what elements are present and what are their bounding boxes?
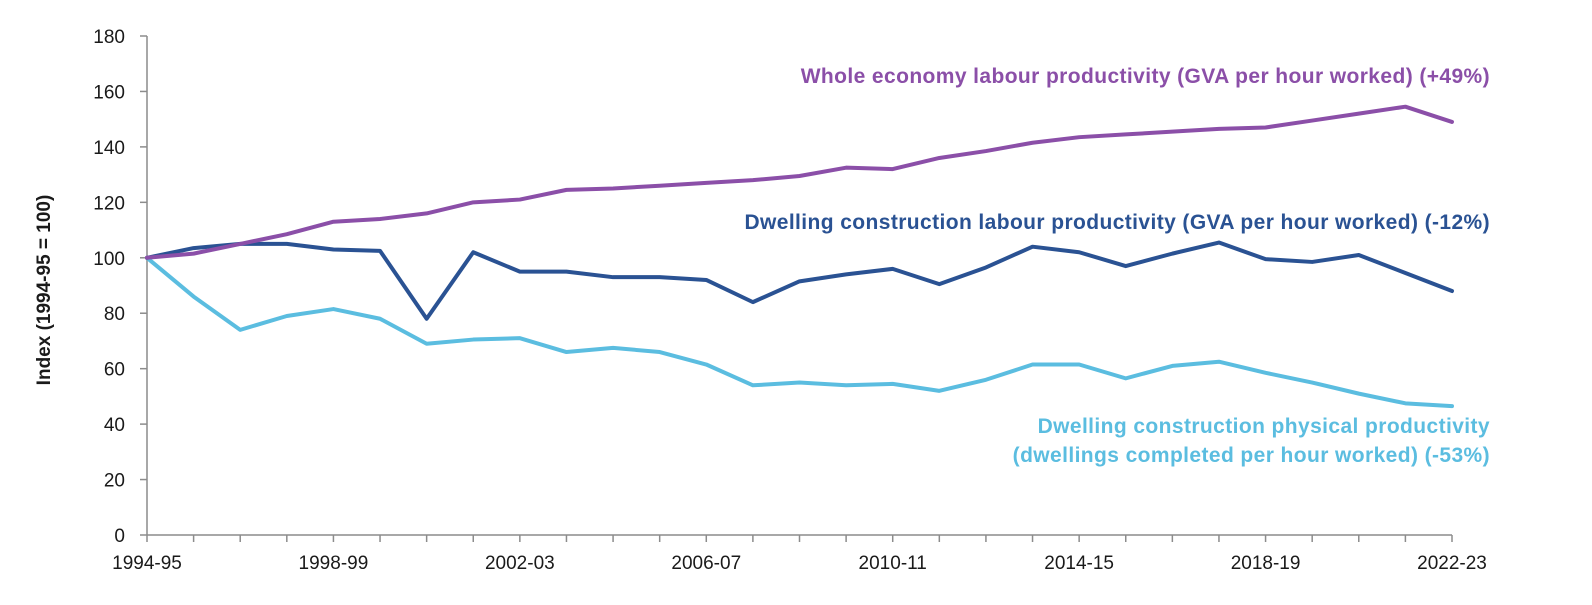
y-tick-label: 0 [114,526,125,547]
x-tick-label: 1998-99 [299,553,369,574]
y-tick-label: 40 [104,415,125,436]
x-tick-label: 2010-11 [859,553,927,574]
y-tick-label: 140 [93,138,125,159]
x-tick-label: 2006-07 [671,553,741,574]
y-axis-title: Index (1994-95 = 100) [34,195,55,386]
series-line-whole_economy [145,104,1454,260]
series-lines [145,104,1454,409]
y-tick-label: 80 [104,304,125,325]
series-label-whole_economy: Whole economy labour productivity (GVA p… [801,65,1490,88]
y-tick-label: 60 [104,360,125,381]
series-line-dwelling_physical [145,255,1454,409]
y-tick-label: 20 [104,471,125,492]
tick-labels: 0 20 40 60 80 100 120 140 160 180 1994-95 1998-99 20… [93,27,1487,574]
y-tick-label: 100 [93,249,125,270]
x-tick-label: 2018-19 [1231,553,1301,574]
y-tick-label: 160 [93,82,125,103]
x-tick-label: 2022-23 [1417,553,1487,574]
y-tick-label: 180 [93,27,125,48]
series-line-dwelling_labour [145,240,1454,321]
series-label-dwelling_physical: Dwelling construction physical productiv… [1038,415,1490,438]
series-labels: Whole economy labour productivity (GVA p… [744,65,1490,467]
x-tick-label: 2014-15 [1044,553,1114,574]
x-tick-label: 2002-03 [485,553,555,574]
x-tick-label: 1994-95 [112,553,182,574]
series-label-dwelling_physical: (dwellings completed per hour worked) (-… [1013,444,1490,467]
y-tick-label: 120 [93,193,125,214]
series-label-dwelling_labour: Dwelling construction labour productivit… [744,211,1490,234]
axes [140,35,1453,542]
